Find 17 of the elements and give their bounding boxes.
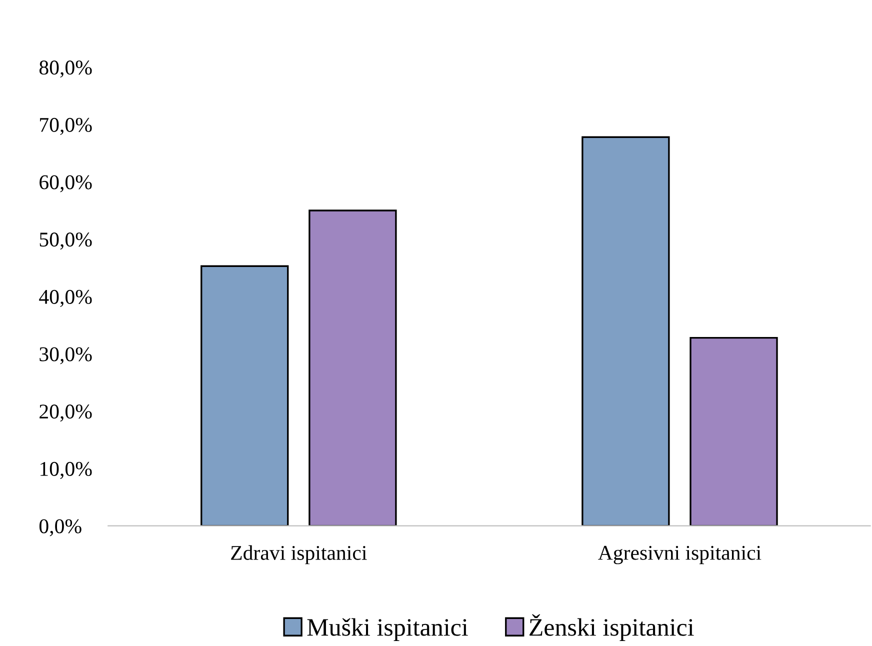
y-tick-label: 0,0% <box>39 519 82 536</box>
y-tick-label: 10,0% <box>40 462 92 479</box>
y-tick-label: 50,0% <box>40 232 92 250</box>
legend-label: Muški ispitanici <box>307 618 468 641</box>
legend-label: Ženski ispitanici <box>530 614 694 641</box>
y-tick-label: 40,0% <box>39 290 92 307</box>
bar <box>200 265 289 526</box>
x-tick-label: Zdravi ispitanici <box>231 545 367 564</box>
y-tick-label: 60,0% <box>40 175 92 192</box>
y-tick-label: 30,0% <box>40 347 92 364</box>
bar <box>582 136 670 526</box>
y-tick-label: 80,0% <box>39 60 92 78</box>
y-tick-label: 70,0% <box>40 118 92 135</box>
x-tick-label: Agresivni ispitanici <box>598 546 762 564</box>
bar <box>690 336 778 526</box>
bar <box>308 210 397 526</box>
y-tick-label: 20,0% <box>40 404 92 422</box>
